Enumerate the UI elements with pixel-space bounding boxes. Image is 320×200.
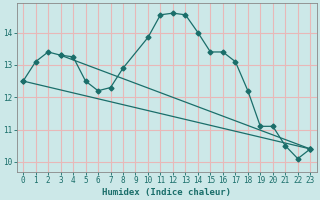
X-axis label: Humidex (Indice chaleur): Humidex (Indice chaleur): [102, 188, 231, 197]
